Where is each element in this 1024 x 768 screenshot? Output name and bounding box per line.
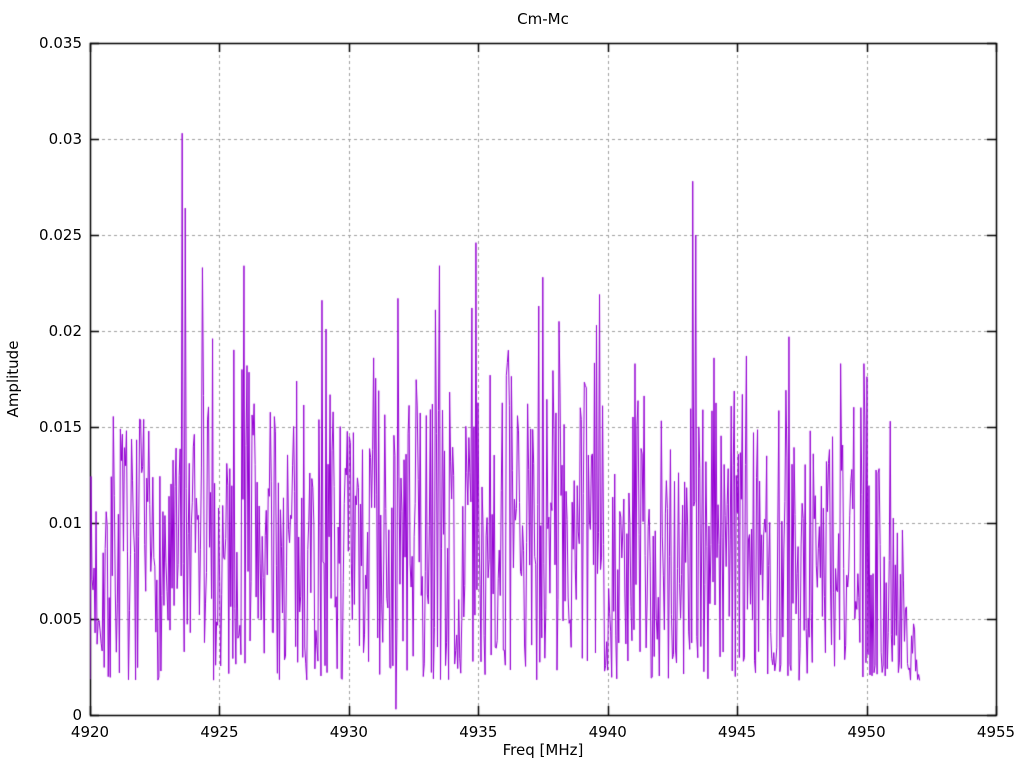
- y-tick-label: 0.01: [48, 514, 82, 532]
- x-tick-label: 4945: [718, 723, 757, 741]
- y-axis-label: Amplitude: [4, 340, 22, 418]
- x-tick-label: 4925: [200, 723, 239, 741]
- y-tick-label: 0.025: [39, 226, 82, 244]
- x-axis-label: Freq [MHz]: [502, 741, 584, 759]
- y-tick-label: 0.005: [39, 610, 82, 628]
- x-tick-label: 4950: [847, 723, 886, 741]
- x-tick-label: 4955: [976, 723, 1016, 741]
- y-tick-label: 0.035: [39, 34, 82, 52]
- x-tick-label: 4920: [70, 723, 110, 741]
- x-tick-label: 4935: [459, 723, 498, 741]
- y-tick-label: 0.015: [39, 418, 82, 436]
- y-tick-label: 0: [72, 706, 82, 724]
- x-tick-label: 4940: [588, 723, 627, 741]
- y-tick-label: 0.03: [48, 130, 82, 148]
- chart-title: Cm-Mc: [517, 10, 569, 28]
- y-tick-label: 0.02: [48, 322, 82, 340]
- x-tick-label: 4930: [329, 723, 368, 741]
